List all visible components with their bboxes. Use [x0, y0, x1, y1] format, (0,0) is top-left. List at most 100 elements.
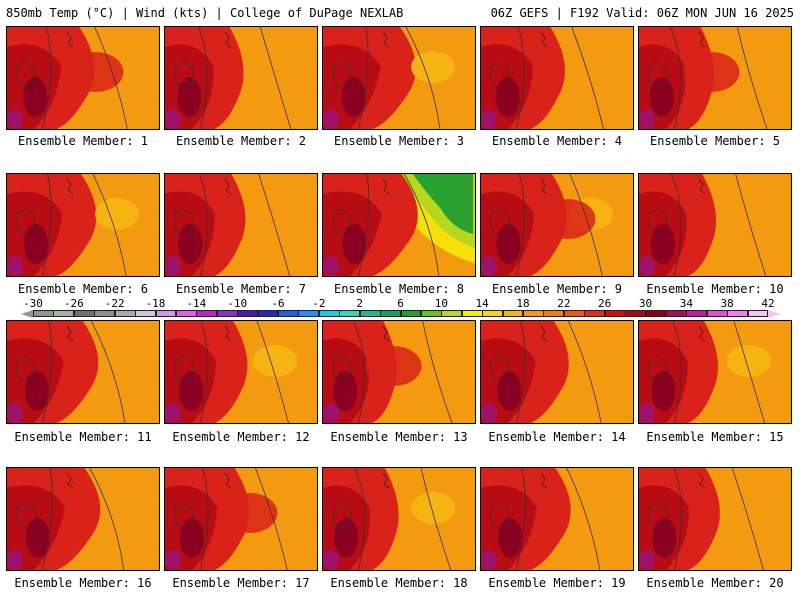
- colorbar-swatch: [747, 310, 769, 317]
- ensemble-member-map: [164, 320, 318, 424]
- colorbar-tick-label: 22: [557, 297, 571, 310]
- colorbar-swatch: [543, 310, 565, 317]
- colorbar-swatch: [523, 310, 544, 317]
- colorbar-swatch: [318, 310, 340, 317]
- colorbar-swatch: [278, 310, 299, 317]
- colorbar-swatch: [502, 310, 524, 317]
- ensemble-member-map: [6, 173, 160, 277]
- colorbar-swatch: [441, 310, 463, 317]
- ensemble-member-label: Ensemble Member: 3: [333, 134, 465, 148]
- temperature-colorbar: -30 -26 -22 -18 -14 -10 -6 -2 2 6 10 14 18 22 26 30 34 38…: [0, 297, 800, 319]
- colorbar-swatch: [257, 310, 279, 317]
- ensemble-member-label: Ensemble Member: 20: [646, 576, 784, 590]
- map-title: 850mb Temp (°C) | Wind (kts) | College o…: [6, 6, 404, 20]
- ensemble-member-map: [638, 320, 792, 424]
- colorbar-swatch: [53, 310, 75, 317]
- ensemble-member-label: Ensemble Member: 16: [14, 576, 152, 590]
- colorbar-swatch: [359, 310, 381, 317]
- colorbar-tick-label: -6: [271, 297, 285, 310]
- ensemble-member-label: Ensemble Member: 2: [175, 134, 307, 148]
- ensemble-member-label: Ensemble Member: 1: [17, 134, 149, 148]
- colorbar-tick-label: 38: [720, 297, 734, 310]
- ensemble-member-label: Ensemble Member: 11: [14, 430, 152, 444]
- colorbar-swatch: [563, 310, 585, 317]
- colorbar-tick-label: -22: [104, 297, 125, 310]
- colorbar-tick-label: -10: [227, 297, 248, 310]
- ensemble-member-map: [6, 320, 160, 424]
- colorbar-swatch: [625, 310, 646, 317]
- colorbar-swatch: [400, 310, 422, 317]
- colorbar-tick-label: 34: [679, 297, 693, 310]
- colorbar-swatch: [155, 310, 177, 317]
- ensemble-member-map: [480, 26, 634, 130]
- ensemble-member-map: [322, 320, 476, 424]
- ensemble-member-map: [322, 173, 476, 277]
- ensemble-member-map: [638, 26, 792, 130]
- model-run-info: 06Z GEFS | F192 Valid: 06Z MON JUN 16 20…: [490, 6, 794, 20]
- colorbar-swatch: [135, 310, 156, 317]
- colorbar-swatch: [461, 310, 483, 317]
- colorbar-swatch: [482, 310, 504, 317]
- ensemble-member-map: [322, 467, 476, 571]
- colorbar-swatch: [237, 310, 259, 317]
- colorbar-tick-label: -14: [186, 297, 207, 310]
- ensemble-member-label: Ensemble Member: 9: [491, 282, 623, 296]
- ensemble-member-label: Ensemble Member: 13: [330, 430, 468, 444]
- colorbar-swatch: [686, 310, 708, 317]
- ensemble-member-label: Ensemble Member: 12: [172, 430, 310, 444]
- colorbar-tick-label: 26: [598, 297, 612, 310]
- ensemble-member-label: Ensemble Member: 6: [17, 282, 149, 296]
- colorbar-swatch: [73, 310, 95, 317]
- ensemble-member-label: Ensemble Member: 15: [646, 430, 784, 444]
- colorbar-swatch: [420, 310, 442, 317]
- ensemble-member-map: [638, 467, 792, 571]
- ensemble-member-label: Ensemble Member: 18: [330, 576, 468, 590]
- colorbar-tick-label: -26: [63, 297, 84, 310]
- ensemble-member-map: [480, 467, 634, 571]
- ensemble-member-label: Ensemble Member: 14: [488, 430, 626, 444]
- colorbar-tick-label: 42: [761, 297, 775, 310]
- colorbar-tick-label: 14: [475, 297, 489, 310]
- colorbar-swatch: [94, 310, 116, 317]
- colorbar-swatch: [33, 310, 54, 317]
- colorbar-tick-label: 30: [638, 297, 653, 310]
- colorbar-swatch: [665, 310, 687, 317]
- colorbar-left-arrow: [21, 310, 33, 318]
- colorbar-swatch: [604, 310, 626, 317]
- colorbar-swatch: [706, 310, 728, 317]
- colorbar-swatch: [645, 310, 667, 317]
- colorbar-swatch: [114, 310, 136, 317]
- ensemble-member-map: [322, 26, 476, 130]
- ensemble-member-map: [480, 173, 634, 277]
- ensemble-member-label: Ensemble Member: 4: [491, 134, 623, 148]
- colorbar-swatch: [339, 310, 361, 317]
- ensemble-member-map: [164, 26, 318, 130]
- ensemble-member-label: Ensemble Member: 10: [646, 282, 784, 296]
- colorbar-swatch: [298, 310, 320, 317]
- colorbar-tick-label: -30: [23, 297, 43, 310]
- colorbar-tick-label: 18: [516, 297, 530, 310]
- ensemble-member-map: [6, 26, 160, 130]
- ensemble-member-label: Ensemble Member: 19: [488, 576, 626, 590]
- ensemble-member-map: [480, 320, 634, 424]
- colorbar-tick-label: 10: [434, 297, 448, 310]
- colorbar-tick-label: 2: [356, 297, 363, 310]
- ensemble-member-label: Ensemble Member: 17: [172, 576, 310, 590]
- ensemble-member-label: Ensemble Member: 7: [175, 282, 307, 296]
- ensemble-member-map: [638, 173, 792, 277]
- header: 850mb Temp (°C) | Wind (kts) | College o…: [0, 0, 800, 22]
- colorbar-swatch: [380, 310, 401, 317]
- colorbar-tick-label: -18: [145, 297, 166, 310]
- ensemble-member-map: [6, 467, 160, 571]
- ensemble-member-label: Ensemble Member: 5: [649, 134, 781, 148]
- colorbar-swatch: [584, 310, 606, 317]
- colorbar-right-arrow: [768, 310, 780, 318]
- ensemble-member-label: Ensemble Member: 8: [333, 282, 465, 296]
- ensemble-member-map: [164, 173, 318, 277]
- colorbar-swatch: [175, 310, 197, 317]
- colorbar-swatch: [216, 310, 238, 317]
- colorbar-swatch: [727, 310, 749, 317]
- ensemble-member-map: [164, 467, 318, 571]
- colorbar-tick-label: 6: [397, 297, 404, 310]
- colorbar-swatch: [196, 310, 218, 317]
